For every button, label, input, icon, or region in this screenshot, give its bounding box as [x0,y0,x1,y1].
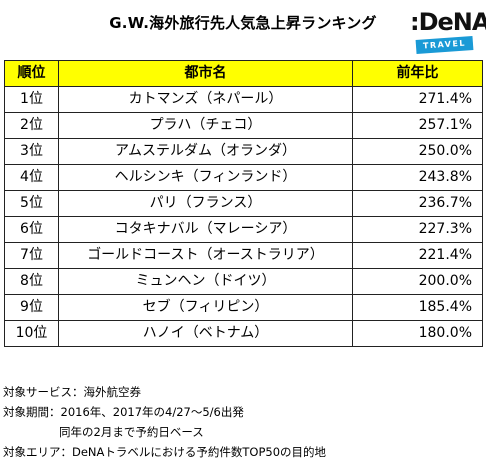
logo-badge: TRAVEL [415,36,474,54]
ratio-cell: 200.0% [352,268,483,295]
city-cell: アムステルダム（オランダ） [58,138,353,165]
rank-cell: 6位 [4,216,59,243]
ratio-cell: 243.8% [352,164,483,191]
ratio-cell: 236.7% [352,190,483,217]
rank-cell: 10位 [4,320,59,347]
ratio-cell: 271.4% [352,86,483,113]
rank-cell: 7位 [4,242,59,269]
header-city: 都市名 [58,60,353,87]
table-row: 1位 カトマンズ（ネパール） 271.4% [4,86,483,113]
ratio-cell: 185.4% [352,294,483,321]
dena-travel-logo: :DeNA TRAVEL [410,8,486,56]
logo-wordmark: :DeNA [410,8,486,36]
rank-cell: 8位 [4,268,59,295]
note-period-basis: 同年の2月まで予約日ベース [59,425,204,439]
table-row: 9位 セブ（フィリピン） 185.4% [4,294,483,321]
table-header-row: 順位 都市名 前年比 [4,60,483,87]
table-row: 2位 プラハ（チェコ） 257.1% [4,112,483,139]
page-title: G.W.海外旅行先人気急上昇ランキング [109,14,377,32]
city-cell: ヘルシンキ（フィンランド） [58,164,353,191]
city-cell: カトマンズ（ネパール） [58,86,353,113]
table-row: 6位 コタキナバル（マレーシア） 227.3% [4,216,483,243]
table-row: 8位 ミュンヘン（ドイツ） 200.0% [4,268,483,295]
table-row: 10位 ハノイ（ベトナム） 180.0% [4,320,483,347]
table-row: 7位 ゴールドコースト（オーストラリア） 221.4% [4,242,483,269]
ratio-cell: 180.0% [352,320,483,347]
note-area: 対象エリア：DeNAトラベルにおける予約件数TOP50の目的地 [3,445,327,459]
note-service: 対象サービス：海外航空券 [3,385,141,399]
city-cell: コタキナバル（マレーシア） [58,216,353,243]
rank-cell: 9位 [4,294,59,321]
rank-cell: 4位 [4,164,59,191]
table-row: 4位 ヘルシンキ（フィンランド） 243.8% [4,164,483,191]
rank-cell: 1位 [4,86,59,113]
footnotes: 対象サービス：海外航空券 対象期間：2016年、2017年の4/27～5/6出発… [3,382,483,462]
table-row: 5位 パリ（フランス） 236.7% [4,190,483,217]
note-period: 対象期間：2016年、2017年の4/27～5/6出発 [3,405,244,419]
city-cell: セブ（フィリピン） [58,294,353,321]
ratio-cell: 221.4% [352,242,483,269]
city-cell: プラハ（チェコ） [58,112,353,139]
ratio-cell: 227.3% [352,216,483,243]
ranking-table: 順位 都市名 前年比 1位 カトマンズ（ネパール） 271.4% 2位 プラハ（… [4,60,483,347]
header-ratio: 前年比 [352,60,483,87]
city-cell: ゴールドコースト（オーストラリア） [58,242,353,269]
rank-cell: 3位 [4,138,59,165]
rank-cell: 5位 [4,190,59,217]
city-cell: パリ（フランス） [58,190,353,217]
ratio-cell: 250.0% [352,138,483,165]
city-cell: ハノイ（ベトナム） [58,320,353,347]
header-rank: 順位 [4,60,59,87]
ratio-cell: 257.1% [352,112,483,139]
table-row: 3位 アムステルダム（オランダ） 250.0% [4,138,483,165]
rank-cell: 2位 [4,112,59,139]
city-cell: ミュンヘン（ドイツ） [58,268,353,295]
